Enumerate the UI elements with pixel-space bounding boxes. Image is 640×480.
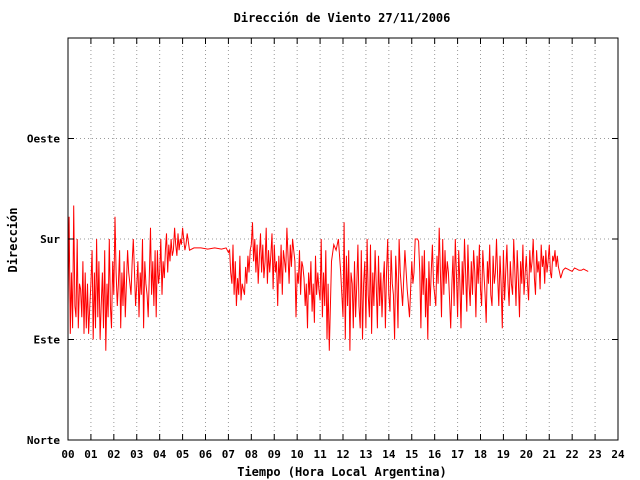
x-tick-label: 14	[382, 448, 396, 461]
chart-title: Dirección de Viento 27/11/2006	[234, 11, 451, 25]
x-tick-label: 01	[84, 448, 98, 461]
x-tick-label: 09	[268, 448, 281, 461]
x-tick-label: 24	[611, 448, 625, 461]
y-tick-label: Norte	[27, 434, 60, 447]
x-tick-label: 07	[222, 448, 235, 461]
x-tick-label: 19	[497, 448, 510, 461]
x-axis-label: Tiempo (Hora Local Argentina)	[237, 465, 447, 479]
x-tick-label: 17	[451, 448, 464, 461]
x-tick-label: 23	[588, 448, 601, 461]
y-tick-label: Este	[34, 334, 61, 347]
x-tick-label: 00	[61, 448, 74, 461]
x-tick-label: 03	[130, 448, 143, 461]
x-tick-label: 02	[107, 448, 120, 461]
x-tick-label: 04	[153, 448, 167, 461]
x-tick-label: 11	[313, 448, 327, 461]
series-group	[67, 205, 589, 351]
series-line	[67, 205, 589, 351]
x-tick-label: 05	[176, 448, 189, 461]
x-tick-label: 08	[245, 448, 258, 461]
axis-ticks: 00 01 02 03 04 05 06 07 08 09 10 11 12 13 14 15 16 17 18 19…	[27, 38, 625, 461]
y-tick-label: Oeste	[27, 133, 60, 146]
x-tick-label: 22	[566, 448, 579, 461]
x-tick-label: 10	[291, 448, 304, 461]
x-tick-label: 12	[336, 448, 349, 461]
x-tick-label: 16	[428, 448, 442, 461]
x-tick-label: 20	[520, 448, 533, 461]
x-tick-label: 06	[199, 448, 213, 461]
x-tick-label: 18	[474, 448, 487, 461]
x-tick-label: 15	[405, 448, 418, 461]
y-axis-label: Dirección	[6, 207, 20, 272]
x-tick-label: 21	[543, 448, 557, 461]
y-tick-label: Sur	[40, 233, 60, 246]
x-tick-label: 13	[359, 448, 372, 461]
